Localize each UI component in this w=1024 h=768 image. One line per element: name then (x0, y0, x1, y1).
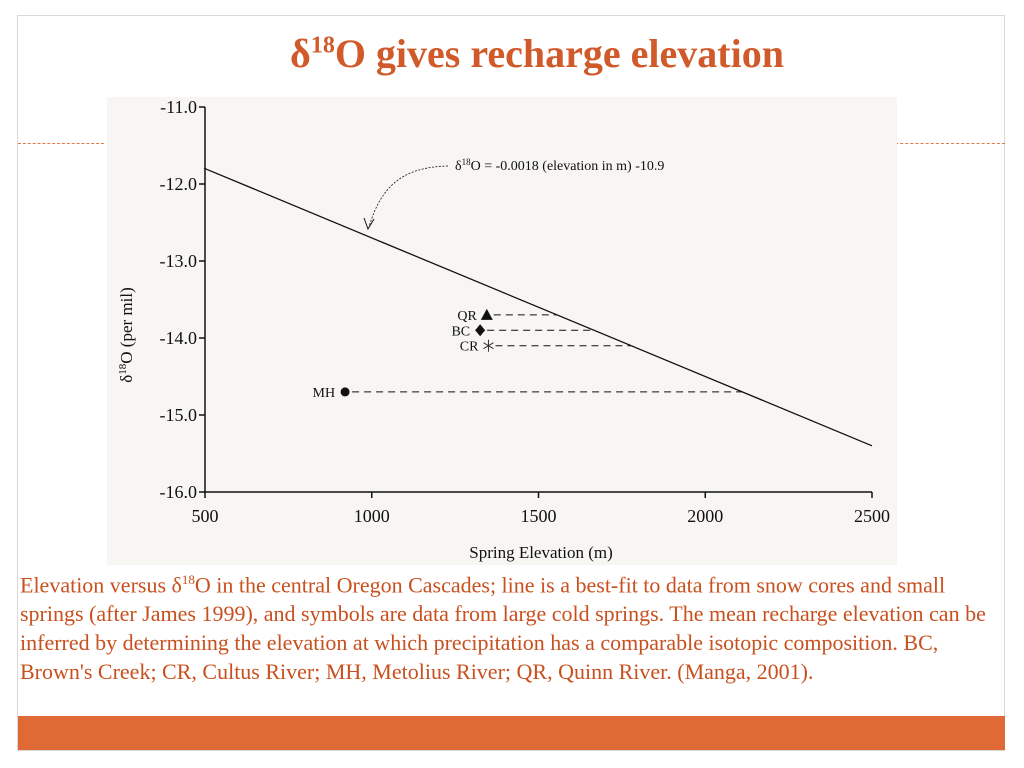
equation-arrow-curve (368, 165, 449, 228)
equation-superscript: 18 (462, 157, 472, 167)
divider-right (890, 143, 1005, 144)
point-label-cr: CR (460, 340, 479, 355)
divider-left (18, 143, 104, 144)
y-tick-label: -16.0 (160, 482, 198, 502)
fit-line (203, 167, 873, 447)
title-superscript: 18 (310, 32, 335, 59)
chart: 500 1000 1500 2000 2500 -11.0 -12.0 -13.0 -14.0 -… (107, 97, 897, 565)
point-cr (483, 339, 494, 352)
point-mh (340, 387, 350, 397)
title-text: O gives recharge elevation (334, 31, 784, 76)
x-tick-label: 500 (192, 506, 219, 526)
chart-axes: 500 1000 1500 2000 2500 -11.0 -12.0 -13.0 -14.0 -… (160, 97, 891, 526)
y-label-delta: δ (117, 375, 136, 383)
x-tick-label: 2000 (687, 506, 723, 526)
point-label-bc: BC (451, 324, 470, 339)
chart-background (107, 97, 897, 565)
y-axis-label: δ18O (per mil) (117, 287, 136, 383)
x-axis-label: Spring Elevation (m) (469, 543, 613, 562)
equation-arrow-head (363, 217, 375, 231)
y-tick-label: -15.0 (160, 405, 198, 425)
y-label-superscript: 18 (117, 363, 129, 375)
asterisk-stroke (483, 342, 494, 350)
footer-bar (18, 716, 1005, 750)
figure-caption: Elevation versus δ18O in the central Ore… (20, 565, 1010, 686)
equation-delta: δ (455, 159, 462, 174)
x-tick-label: 1000 (354, 506, 390, 526)
slide-frame (17, 15, 1005, 751)
y-tick-label: -11.0 (160, 97, 197, 117)
point-label-mh: MH (313, 386, 336, 401)
y-tick-label: -12.0 (160, 174, 198, 194)
x-tick-label: 1500 (521, 506, 557, 526)
fit-equation: δ18O = -0.0018 (elevation in m) -10.9 (455, 157, 664, 174)
slide-title: δ18O gives recharge elevation (0, 30, 1024, 77)
point-label-qr: QR (457, 309, 477, 324)
y-label-text: O (per mil) (117, 287, 136, 363)
y-tick-label: -13.0 (160, 251, 198, 271)
point-qr (480, 308, 493, 320)
caption-pre: Elevation versus δ (20, 572, 182, 598)
caption-superscript: 18 (181, 572, 195, 587)
caption-text: O in the central Oregon Cascades; line i… (20, 572, 986, 685)
title-delta: δ (290, 31, 311, 76)
x-tick-label: 2500 (854, 506, 890, 526)
equation-text: O = -0.0018 (elevation in m) -10.9 (471, 159, 665, 174)
y-tick-label: -14.0 (160, 328, 198, 348)
point-bc (475, 324, 486, 337)
